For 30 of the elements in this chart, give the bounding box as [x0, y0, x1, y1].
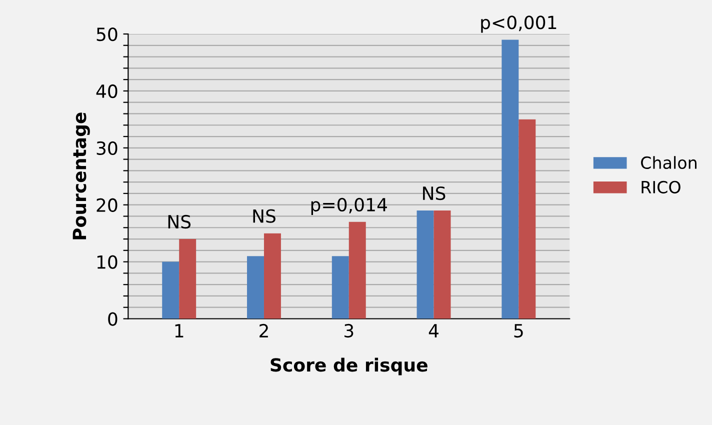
- x-tick-label: 5: [514, 324, 523, 338]
- x-tick-label: 1: [175, 324, 184, 338]
- bar: [332, 256, 349, 319]
- annotation: p=0,014: [311, 198, 388, 215]
- x-tick-label: 3: [344, 324, 354, 338]
- bar: [502, 40, 519, 319]
- y-tick-label: 0: [108, 312, 118, 326]
- x-axis-title: Score de risque: [270, 358, 428, 376]
- y-tick-label: 30: [96, 141, 118, 156]
- annotation: p<0,001: [481, 16, 556, 33]
- bar: [162, 262, 180, 319]
- bar: [434, 210, 451, 319]
- bar: [416, 210, 434, 319]
- legend-label: Chalon: [641, 156, 696, 169]
- y-tick-label: 50: [96, 27, 118, 42]
- legend-label: RICO: [642, 180, 680, 194]
- x-tick-label: 2: [260, 324, 268, 338]
- y-tick-label: 10: [97, 255, 118, 269]
- y-tick-label: 20: [96, 198, 118, 212]
- y-tick-label: 40: [96, 84, 118, 98]
- bar: [247, 256, 264, 319]
- annotation: NS: [253, 209, 276, 223]
- bar: [348, 222, 366, 319]
- annotation: NS: [168, 214, 191, 229]
- bar: [264, 233, 281, 319]
- bar: [179, 239, 196, 319]
- annotation: NS: [423, 186, 446, 200]
- x-tick-label: 4: [428, 324, 439, 338]
- bar: [518, 119, 536, 319]
- y-axis-title: Pourcentage: [72, 112, 90, 240]
